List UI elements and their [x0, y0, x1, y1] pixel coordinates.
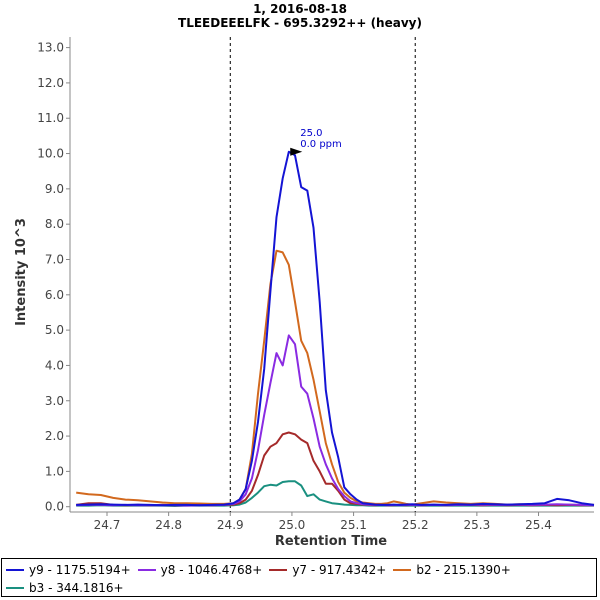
legend-label: b2 - 215.1390+: [416, 563, 511, 577]
x-tick-label: 25.2: [402, 518, 429, 532]
series-line: [76, 249, 594, 506]
x-tick-label: 24.9: [217, 518, 244, 532]
y-tick-label: 4.0: [45, 358, 64, 372]
plot-area: 0.0 1.0 2.0 3.0 4.0 5.0 6.0 7.0 8.0 9.0 10.0 11.0 12…: [37, 37, 595, 532]
x-tick-label: 24.7: [94, 518, 121, 532]
x-axis-label: Retention Time: [275, 534, 387, 549]
legend-label: y7 - 917.4342+: [292, 563, 387, 577]
legend-label: y9 - 1175.5194+: [29, 563, 131, 577]
x-tick-label: 25.4: [525, 518, 552, 532]
legend-label: y8 - 1046.4768+: [160, 563, 263, 577]
legend-swatch: [6, 569, 24, 571]
y-tick-label: 5.0: [45, 323, 64, 337]
y-tick-label: 3.0: [45, 394, 64, 408]
y-tick-label: 6.0: [45, 288, 64, 302]
chart-subtitle: TLEEDEEELFK - 695.3292++ (heavy): [178, 16, 422, 30]
y-tick-label: 2.0: [45, 429, 64, 443]
y-tick-label: 9.0: [45, 182, 64, 196]
series-line: [76, 150, 595, 507]
x-tick-label: 25.1: [340, 518, 367, 532]
x-tick-label: 25.3: [464, 518, 491, 532]
y-tick-label: 0.0: [45, 500, 64, 514]
y-tick-label: 12.0: [37, 76, 64, 90]
legend-item: b3 - 344.1816+: [6, 579, 124, 597]
legend-swatch: [393, 569, 412, 571]
peak-marker-arrow: [290, 147, 303, 156]
y-tick-label: 1.0: [45, 464, 64, 478]
x-tick-label: 24.8: [155, 518, 182, 532]
legend-item: b2 - 215.1390+: [393, 561, 511, 579]
legend-item: y7 - 917.4342+: [269, 561, 386, 579]
x-tick-label: 25.0: [279, 518, 306, 532]
y-axis-label: Intensity 10^3: [14, 218, 29, 326]
y-tick-label: 10.0: [37, 147, 64, 161]
legend-swatch: [6, 587, 24, 589]
legend-item: y8 - 1046.4768+: [137, 561, 263, 579]
y-tick-label: 13.0: [37, 41, 64, 55]
legend-label: b3 - 344.1816+: [29, 581, 124, 595]
chromatogram-chart: 1, 2016-08-18 TLEEDEEELFK - 695.3292++ (…: [14, 2, 595, 549]
peak-rt-label: 25.0: [300, 128, 322, 139]
legend-item: y9 - 1175.5194+: [6, 561, 131, 579]
legend-swatch: [137, 569, 156, 571]
series-line: [76, 334, 595, 507]
peak-ppm-label: 0.0 ppm: [300, 139, 342, 150]
y-tick-label: 7.0: [45, 252, 64, 266]
y-tick-label: 11.0: [37, 111, 64, 125]
legend-swatch: [269, 569, 288, 571]
chart-title: 1, 2016-08-18: [253, 2, 347, 16]
chart-legend: y9 - 1175.5194+ y8 - 1046.4768+ y7 - 917.4…: [1, 558, 597, 597]
y-tick-label: 8.0: [45, 217, 64, 231]
